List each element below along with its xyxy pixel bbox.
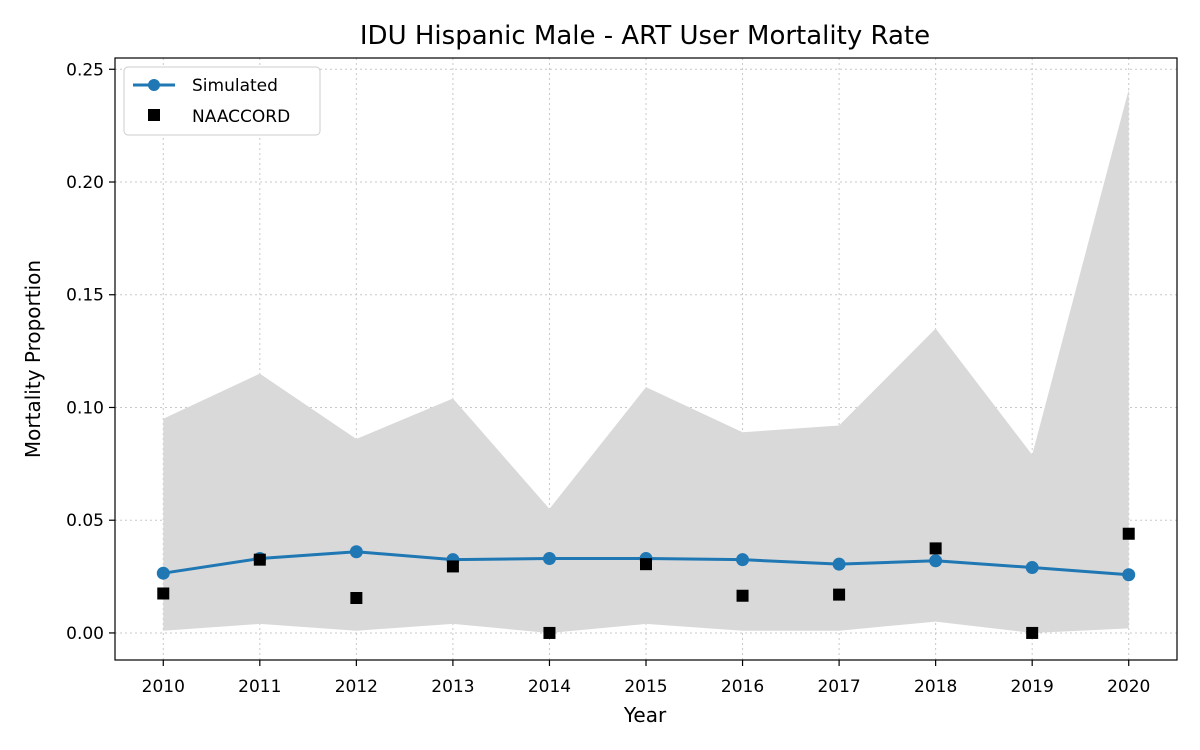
series-layer <box>156 527 1136 639</box>
legend: Simulated NAACCORD <box>123 66 321 136</box>
y-tick-label: 0.05 <box>66 511 104 531</box>
x-tick-label: 2012 <box>335 677 378 697</box>
x-axis-label: Year <box>623 703 667 727</box>
x-tick-label: 2015 <box>624 677 667 697</box>
naaccord-point <box>350 591 363 604</box>
naaccord-point <box>640 558 652 571</box>
y-tick-label: 0.10 <box>66 398 104 418</box>
legend-simulated-label: Simulated <box>192 76 278 96</box>
chart-title: IDU Hispanic Male - ART User Mortality R… <box>360 21 930 51</box>
x-tick-label: 2017 <box>817 677 860 697</box>
x-tick-label: 2013 <box>431 677 474 697</box>
legend-naaccord-marker <box>148 109 160 121</box>
naaccord-point <box>1026 626 1039 639</box>
confidence-band-layer <box>163 89 1129 633</box>
simulated-point <box>736 553 750 567</box>
simulated-point <box>349 545 363 559</box>
simulated-point <box>156 566 170 580</box>
naaccord-point <box>833 588 846 601</box>
x-tick-label: 2020 <box>1107 677 1150 697</box>
x-tick-label: 2019 <box>1011 677 1054 697</box>
x-tick-label: 2011 <box>238 677 281 697</box>
naaccord-point <box>1122 527 1135 540</box>
legend-naaccord-label: NAACCORD <box>192 107 290 127</box>
y-tick-label: 0.20 <box>66 173 104 193</box>
x-tick-label: 2016 <box>721 677 764 697</box>
legend-simulated-marker <box>148 79 160 91</box>
x-tick-label: 2014 <box>528 677 571 697</box>
naaccord-point <box>253 553 266 566</box>
simulated-point <box>832 557 846 571</box>
simulated-point <box>542 552 556 566</box>
x-axis-ticks: 2010 2011 2012 2013 2014 2015 2016 2017 2018 2019… <box>142 660 1150 697</box>
x-tick-label: 2010 <box>142 677 185 697</box>
simulated-point <box>1025 561 1039 575</box>
y-tick-label: 0.25 <box>66 60 104 80</box>
y-tick-label: 0.00 <box>66 624 104 644</box>
y-axis-label: Mortality Proportion <box>21 260 45 458</box>
naaccord-point <box>929 542 942 555</box>
y-tick-label: 0.15 <box>66 286 104 306</box>
naaccord-point <box>157 587 170 600</box>
simulated-point <box>929 554 943 568</box>
naaccord-point <box>543 626 556 639</box>
naaccord-point <box>446 560 459 573</box>
x-tick-label: 2018 <box>914 677 957 697</box>
confidence-band <box>163 89 1129 633</box>
naaccord-point <box>736 589 749 602</box>
y-axis-ticks: 0.00 0.05 0.10 0.15 0.20 0.25 <box>66 60 115 644</box>
simulated-point <box>1122 568 1136 582</box>
